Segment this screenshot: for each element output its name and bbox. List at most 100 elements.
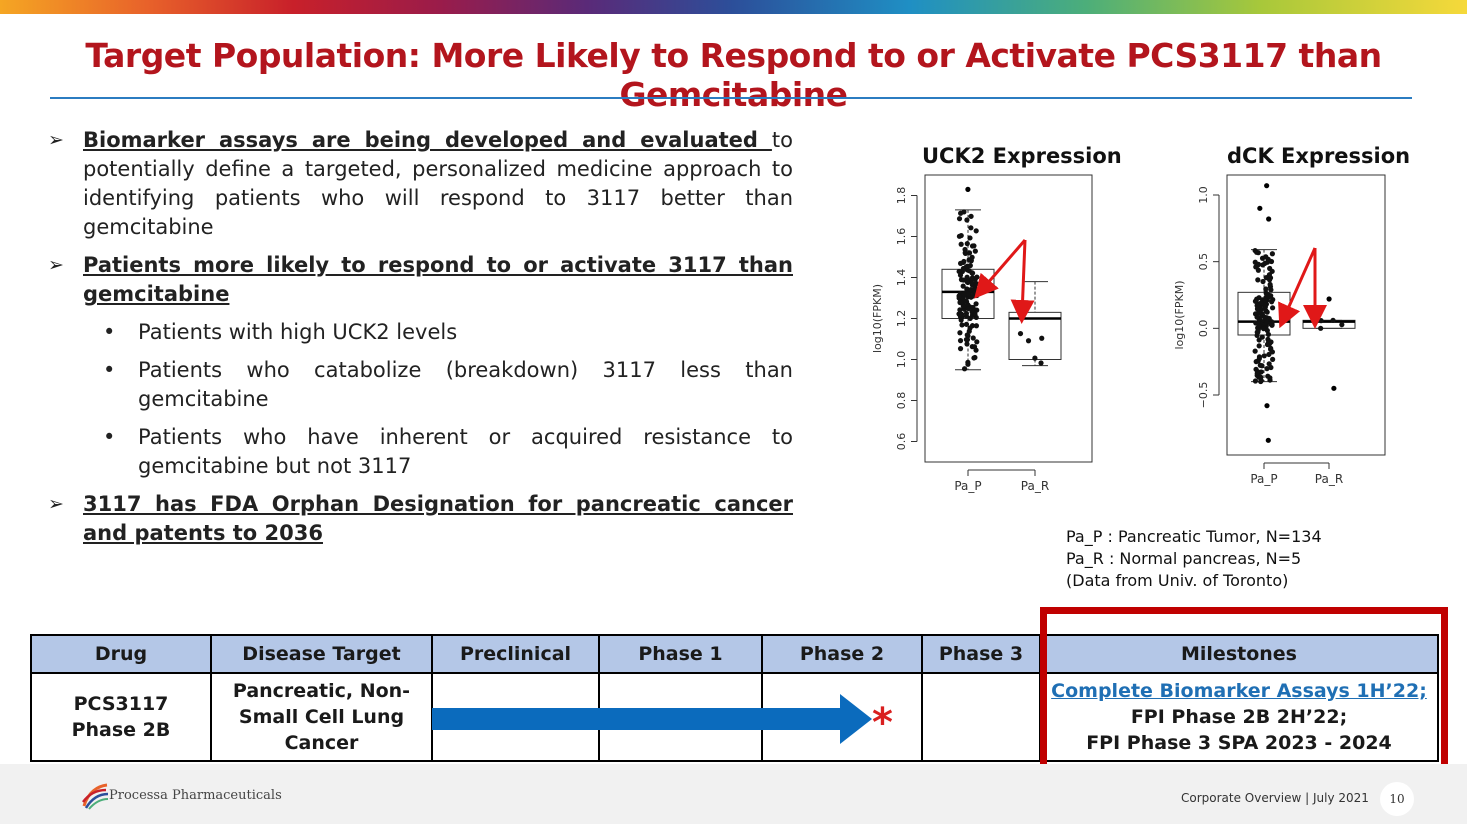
arrow-bullet-icon: ➢ xyxy=(48,129,64,151)
sample-point xyxy=(963,321,970,327)
sample-point xyxy=(956,216,963,222)
sample-point xyxy=(1269,251,1275,257)
sample-point xyxy=(964,217,970,223)
sample-point xyxy=(967,262,973,269)
cell-drug: PCS3117 Phase 2B xyxy=(30,672,212,762)
x-tick-label: Pa_R xyxy=(1021,479,1049,493)
sample-point xyxy=(974,274,980,280)
sample-point xyxy=(1038,360,1044,366)
sample-point xyxy=(957,346,964,352)
y-tick-label: 1.6 xyxy=(895,228,908,246)
dck-chart-title: dCK Expression xyxy=(1227,144,1411,168)
sample-point xyxy=(1330,317,1336,323)
sample-point xyxy=(962,246,968,253)
sample-point xyxy=(1318,325,1324,331)
sample-point xyxy=(1263,286,1269,292)
uck2-chart-title: UCK2 Expression xyxy=(922,144,1122,168)
sub-bullet-catabolize: • Patients who catabolize (breakdown) 31… xyxy=(48,356,793,414)
y-tick-label: 1.2 xyxy=(895,310,908,328)
sample-point xyxy=(972,311,978,317)
target-line: Pancreatic, Non- xyxy=(232,680,411,702)
sample-point xyxy=(961,366,968,372)
sample-point xyxy=(1252,298,1259,304)
header-preclinical: Preclinical xyxy=(431,634,600,674)
sample-point xyxy=(1267,321,1274,327)
sample-point xyxy=(1268,339,1274,345)
y-tick-label: 1.0 xyxy=(1197,186,1210,204)
sample-point xyxy=(1259,334,1265,340)
sample-point xyxy=(1255,261,1262,267)
sample-point xyxy=(1318,318,1324,324)
drug-phase: Phase 2B xyxy=(71,719,171,741)
outlier-point xyxy=(1325,295,1333,303)
footer-caption: Corporate Overview | July 2021 xyxy=(1181,791,1369,805)
sample-point xyxy=(965,361,971,367)
y-tick-label: 1.4 xyxy=(895,269,908,287)
sample-point xyxy=(965,291,972,297)
page-number: 10 xyxy=(1380,782,1414,816)
processa-logo-icon xyxy=(82,783,109,810)
sample-point xyxy=(1262,260,1268,267)
data-source-note: Pa_P : Pancreatic Tumor, N=134 Pa_R : No… xyxy=(1066,526,1322,592)
sample-point xyxy=(1254,249,1260,255)
outlier-point xyxy=(1264,436,1272,444)
header-phase3: Phase 3 xyxy=(921,634,1041,674)
sample-point xyxy=(956,293,962,299)
y-tick-label: 0.6 xyxy=(895,433,908,451)
sample-point xyxy=(958,232,964,239)
sample-point xyxy=(957,307,963,313)
sample-point xyxy=(957,260,964,266)
sample-point xyxy=(957,330,963,336)
sample-point xyxy=(1260,278,1266,285)
dot-bullet-icon: • xyxy=(103,358,116,382)
milestone-phase3: FPI Phase 3 SPA 2023 - 2024 xyxy=(1086,732,1392,754)
sample-point xyxy=(960,303,966,309)
drug-name: PCS3117 xyxy=(73,693,169,715)
sample-point xyxy=(958,210,964,216)
sample-point xyxy=(1262,305,1268,312)
y-tick-label: 0.5 xyxy=(1197,253,1210,271)
sample-point xyxy=(1262,297,1268,303)
sub-bullet-text: Patients who have inherent or acquired r… xyxy=(138,425,793,478)
sample-point xyxy=(970,304,976,311)
sample-point xyxy=(1039,335,1045,341)
pipeline-table: Drug Disease Target Preclinical Phase 1 … xyxy=(30,634,1439,762)
bullet-list: ➢ Biomarker assays are being developed a… xyxy=(48,126,793,557)
y-tick-label: 1.0 xyxy=(895,351,908,369)
sample-point xyxy=(1270,356,1276,362)
slide-title: Target Population: More Likely to Respon… xyxy=(85,36,1382,114)
sample-point xyxy=(958,311,965,318)
milestone-link-biomarker[interactable]: Complete Biomarker Assays 1H’22; xyxy=(1051,680,1427,702)
sample-point xyxy=(969,270,976,276)
sample-point xyxy=(1253,359,1259,365)
cell-disease-target: Pancreatic, Non- Small Cell Lung Cancer xyxy=(210,672,433,762)
uck2-boxplot: 0.6 0.8 1.0 1.2 1.4 1.6 1.8 log10(FPKM) Pa_P Pa_R xyxy=(871,174,1093,493)
bullet-patients: ➢ Patients more likely to respond to or … xyxy=(48,251,793,309)
bullet-biomarker: ➢ Biomarker assays are being developed a… xyxy=(48,126,793,242)
sample-point xyxy=(1260,326,1267,332)
sample-point xyxy=(1263,254,1269,260)
sample-point xyxy=(968,225,974,231)
sub-bullet-text: Patients with high UCK2 levels xyxy=(138,320,458,344)
sample-point xyxy=(960,265,967,272)
dck-boxplot: −0.5 0.0 0.5 1.0 log10(FPKM) Pa_P Pa_R xyxy=(1173,174,1386,486)
header-phase1: Phase 1 xyxy=(598,634,763,674)
sample-point xyxy=(964,286,970,292)
progress-arrow-icon xyxy=(432,694,872,744)
bullet-biomarker-text: to potentially define a targeted, person… xyxy=(83,128,793,239)
sample-point xyxy=(1262,314,1268,320)
legend-pa-p: Pa_P : Pancreatic Tumor, N=134 xyxy=(1066,527,1322,546)
sample-point xyxy=(967,235,973,241)
dot-bullet-icon: • xyxy=(103,320,116,344)
sample-point xyxy=(971,243,977,249)
sample-point xyxy=(1261,353,1267,359)
sample-point xyxy=(1265,331,1272,338)
sample-point xyxy=(957,272,964,278)
x-tick-label: Pa_P xyxy=(954,479,981,493)
sample-point xyxy=(1269,268,1275,274)
sample-point xyxy=(968,213,974,219)
outlier-point xyxy=(1330,384,1338,392)
sample-point xyxy=(1339,322,1345,328)
sample-point xyxy=(1258,374,1264,380)
sample-point xyxy=(1264,366,1270,372)
